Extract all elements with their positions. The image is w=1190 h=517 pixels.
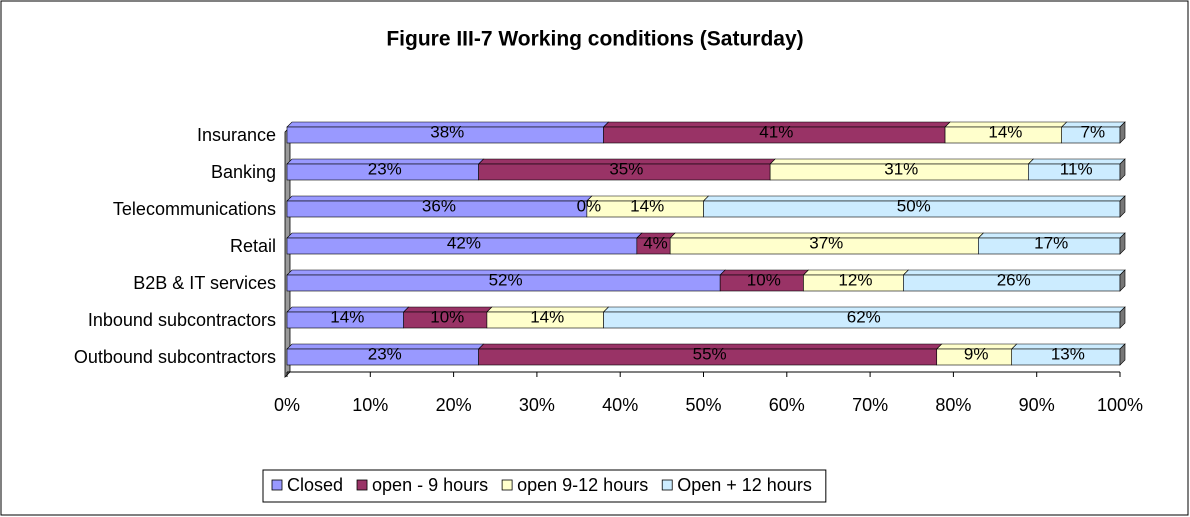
data-label: 0% [577, 196, 602, 215]
x-tick-label: 40% [602, 395, 638, 415]
data-label: 4% [643, 233, 668, 252]
data-label: 31% [884, 159, 918, 178]
legend-swatch [356, 479, 368, 491]
x-tick-label: 10% [352, 395, 388, 415]
y-tick-label: Insurance [197, 125, 276, 145]
data-label: 26% [997, 270, 1031, 289]
legend-label: Closed [287, 475, 343, 495]
chart-title: Figure III-7 Working conditions (Saturda… [386, 28, 803, 51]
data-label: 62% [847, 307, 881, 326]
y-tick-label: Banking [211, 162, 276, 182]
data-label: 55% [693, 344, 727, 363]
bar-side [1119, 195, 1126, 218]
data-label: 10% [430, 307, 464, 326]
data-label: 50% [897, 196, 931, 215]
bar-side [1119, 232, 1126, 255]
x-tick-label: 80% [935, 395, 971, 415]
data-label: 23% [368, 159, 402, 178]
y-tick-label: Retail [230, 236, 276, 256]
x-tick-label: 0% [274, 395, 300, 415]
data-label: 42% [447, 233, 481, 252]
data-label: 14% [630, 196, 664, 215]
legend-swatch [271, 479, 283, 491]
data-label: 23% [368, 344, 402, 363]
data-label: 7% [1081, 122, 1106, 141]
data-label: 52% [489, 270, 523, 289]
x-tick-label: 60% [769, 395, 805, 415]
bar-side [1119, 269, 1126, 292]
data-label: 10% [747, 270, 781, 289]
data-label: 9% [964, 344, 989, 363]
legend-swatch [501, 479, 513, 491]
x-tick-label: 30% [519, 395, 555, 415]
legend-label: Open + 12 hours [677, 475, 812, 495]
x-tick-label: 50% [685, 395, 721, 415]
data-label: 17% [1034, 233, 1068, 252]
x-tick-label: 100% [1097, 395, 1143, 415]
y-tick-label: B2B & IT services [133, 273, 276, 293]
data-label: 13% [1051, 344, 1085, 363]
x-tick-label: 70% [852, 395, 888, 415]
legend-swatch [661, 479, 673, 491]
data-label: 14% [530, 307, 564, 326]
legend-label: open 9-12 hours [517, 475, 648, 495]
bar-side [1119, 121, 1126, 144]
data-label: 37% [809, 233, 843, 252]
x-tick-label: 90% [1019, 395, 1055, 415]
data-label: 38% [430, 122, 464, 141]
bar-side [1119, 343, 1126, 366]
y-tick-label: Inbound subcontractors [88, 310, 276, 330]
x-tick-label: 20% [436, 395, 472, 415]
data-label: 11% [1060, 159, 1093, 178]
data-label: 41% [759, 122, 793, 141]
y-tick-label: Telecommunications [113, 199, 276, 219]
data-label: 14% [988, 122, 1022, 141]
data-label: 12% [838, 270, 872, 289]
data-label: 14% [330, 307, 364, 326]
bar-side [1119, 306, 1126, 329]
data-label: 36% [422, 196, 456, 215]
y-tick-label: Outbound subcontractors [74, 347, 276, 367]
legend: Closed open - 9 hours open 9-12 hours Open … [262, 469, 827, 503]
data-label: 35% [609, 159, 643, 178]
bar-side [1119, 158, 1126, 181]
legend-label: open - 9 hours [372, 475, 488, 495]
